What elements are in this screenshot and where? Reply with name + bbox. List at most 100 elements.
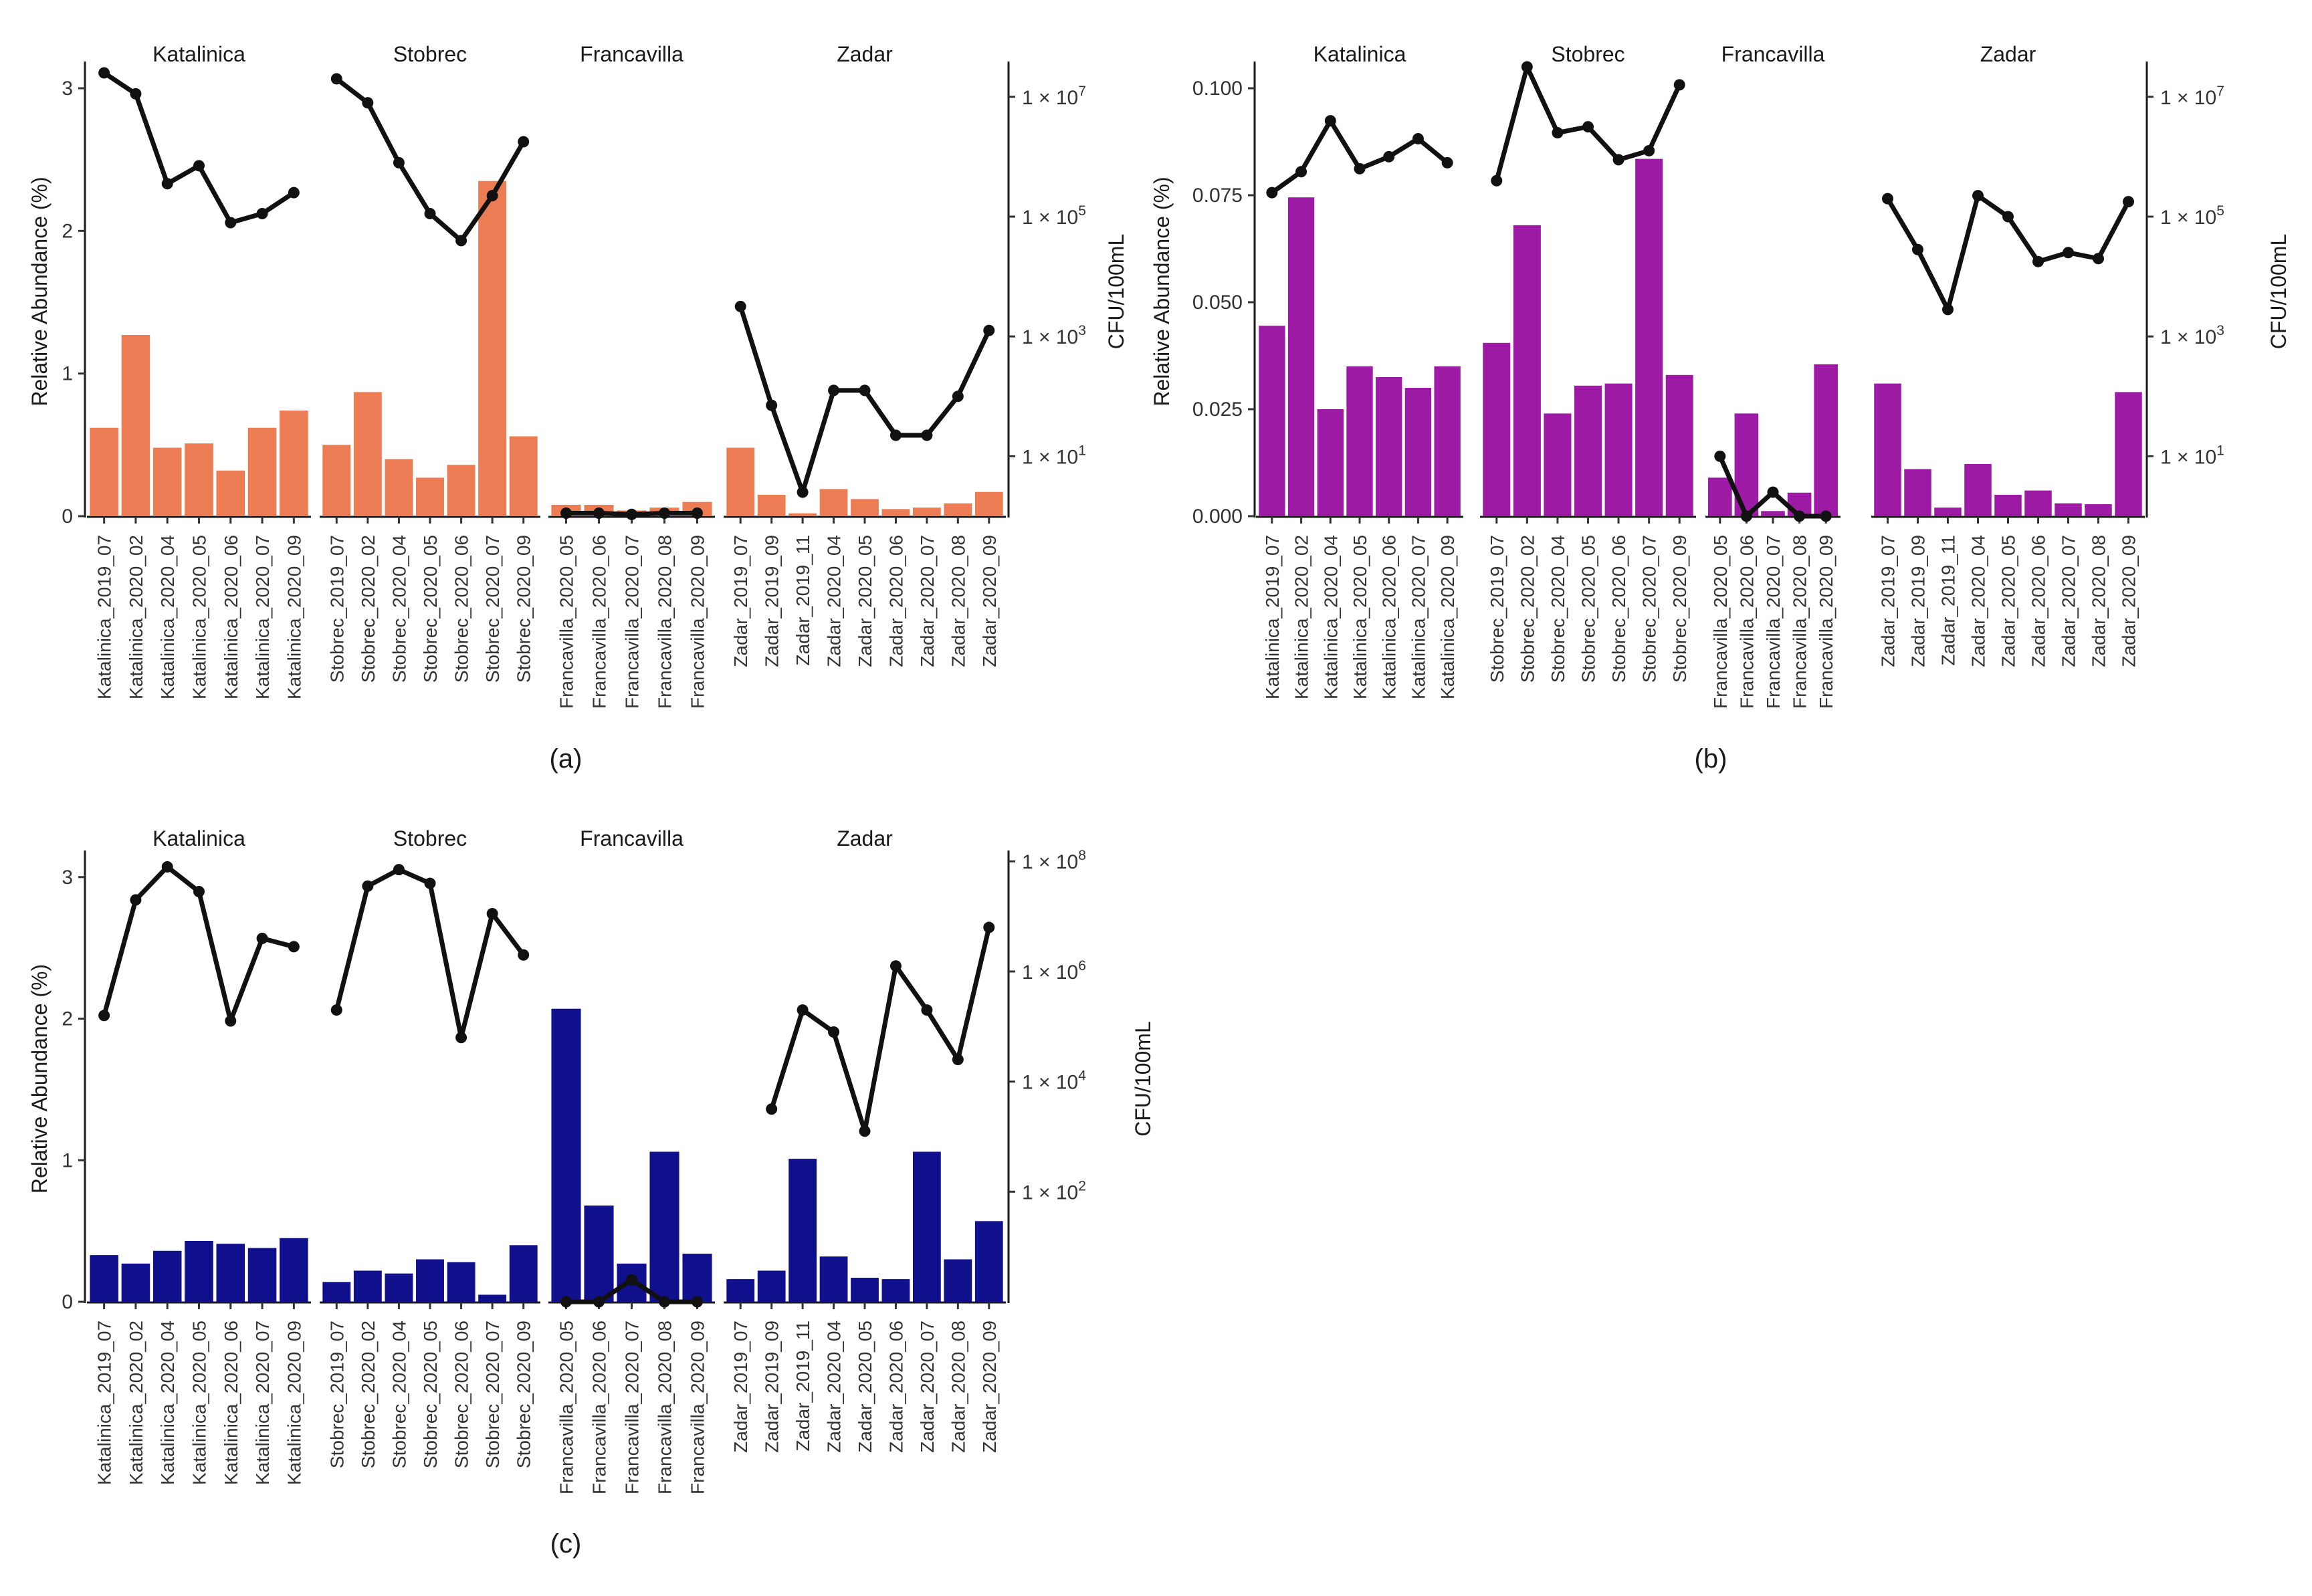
- x-tick-label: Francavilla_2020_09: [688, 535, 708, 709]
- cfu-point: [1582, 121, 1594, 133]
- x-tick-label: Stobrec_2020_07: [482, 1321, 503, 1468]
- x-tick-label: Stobrec_2020_05: [420, 535, 441, 683]
- x-tick-label: Stobrec_2020_05: [1578, 535, 1599, 683]
- y2-tick-exponent: 8: [1078, 848, 1086, 863]
- x-tick-label: Katalinica_2020_05: [189, 535, 210, 699]
- x-tick-label: Katalinica_2019_07: [1262, 535, 1283, 699]
- x-tick-label: Francavilla_2020_06: [1736, 535, 1757, 709]
- bar: [757, 1270, 786, 1302]
- y2-tick-label: 1 × 106: [1022, 958, 1086, 984]
- x-tick-label: Zadar_2020_04: [1968, 535, 1989, 667]
- bar: [90, 427, 118, 516]
- x-tick-label: Stobrec_2020_06: [1608, 535, 1629, 683]
- facet-strip-label: Stobrec: [393, 42, 467, 66]
- y2-tick-base: 1 × 10: [1022, 961, 1078, 984]
- x-tick-label: Stobrec_2020_05: [420, 1321, 441, 1468]
- x-tick-label: Stobrec_2020_04: [389, 535, 409, 683]
- cfu-point: [626, 1274, 637, 1286]
- y2-tick-base: 1 × 10: [1022, 446, 1078, 468]
- cfu-point: [1912, 243, 1923, 255]
- cfu-point: [1612, 154, 1624, 166]
- cfu-point: [2002, 211, 2014, 223]
- x-tick-label: Stobrec_2020_04: [389, 1321, 409, 1468]
- x-tick-label: Zadar_2020_09: [2119, 535, 2139, 667]
- bar: [90, 1255, 118, 1302]
- y2-tick-exponent: 3: [1078, 323, 1086, 338]
- x-tick-label: Stobrec_2019_07: [326, 535, 347, 683]
- bar: [509, 1245, 538, 1302]
- y-tick-label: 2: [62, 1008, 73, 1030]
- bar: [2085, 504, 2112, 516]
- y-tick-label: 2: [62, 220, 73, 242]
- x-tick-label: Francavilla_2020_06: [589, 535, 610, 709]
- x-tick-label: Katalinica_2020_02: [126, 1321, 146, 1485]
- y2-tick-base: 1 × 10: [1022, 1181, 1078, 1204]
- cfu-line: [769, 925, 992, 1134]
- cfu-point: [1882, 193, 1893, 205]
- facet-strip-label: Stobrec: [393, 826, 467, 850]
- cfu-point: [424, 877, 436, 889]
- cfu-point: [1383, 150, 1395, 162]
- bar: [1513, 225, 1541, 516]
- x-tick-label: Stobrec_2020_02: [358, 535, 379, 683]
- y2-tick-base: 1 × 10: [2160, 326, 2216, 348]
- cfu-point: [1673, 79, 1685, 91]
- bar: [216, 470, 245, 516]
- bar: [1287, 197, 1315, 516]
- cfu-point: [1491, 175, 1503, 187]
- cfu-point: [659, 1296, 670, 1308]
- x-tick-label: Stobrec_2020_07: [482, 535, 503, 683]
- cfu-point: [2093, 253, 2104, 265]
- y-tick-label: 3: [62, 867, 73, 889]
- cfu-point: [1767, 486, 1779, 498]
- cfu-point: [560, 507, 572, 520]
- y-tick-label: 0.075: [1192, 185, 1243, 207]
- bar: [1574, 385, 1602, 516]
- cfu-point: [98, 1010, 110, 1022]
- cfu-point: [859, 384, 871, 396]
- cfu-point: [2123, 196, 2134, 208]
- cfu-point: [362, 97, 374, 109]
- bar: [974, 491, 1003, 516]
- bar: [353, 1270, 382, 1302]
- cfu-point: [828, 1026, 840, 1038]
- x-tick-label: Katalinica_2020_04: [1320, 535, 1341, 699]
- bar: [447, 465, 476, 516]
- cfu-line: [1269, 118, 1450, 195]
- cfu-line: [738, 304, 992, 495]
- cfu-point: [1820, 510, 1832, 522]
- cfu-point: [455, 1032, 467, 1044]
- cfu-point: [797, 1004, 809, 1016]
- x-tick-label: Zadar_2019_07: [730, 1321, 751, 1453]
- bar: [912, 507, 941, 516]
- cfu-point: [1714, 450, 1726, 462]
- cfu-point: [256, 933, 268, 945]
- y2-tick-label: 1 × 101: [1022, 443, 1086, 468]
- y2-tick-label: 1 × 105: [1022, 203, 1086, 229]
- x-tick-label: Zadar_2019_07: [1878, 535, 1899, 667]
- cfu-point: [486, 190, 498, 202]
- bar: [1346, 366, 1373, 516]
- y2-tick-base: 1 × 10: [1022, 207, 1078, 229]
- cfu-point: [626, 508, 637, 520]
- bar: [881, 509, 910, 516]
- bar: [1934, 507, 1962, 516]
- x-tick-label: Francavilla_2020_07: [622, 1321, 643, 1494]
- cfu-point: [1740, 510, 1752, 522]
- facet-stobrec: Stobrec Stobrec_2019_07 Stobrec_2020_02 Sto…: [320, 826, 540, 1468]
- cfu-point: [161, 861, 173, 873]
- cfu-point: [225, 1015, 237, 1027]
- cfu-point: [560, 1296, 572, 1308]
- x-tick-label: Francavilla_2020_08: [655, 535, 675, 709]
- y-axis-title: Relative Abundance (%): [27, 964, 51, 1193]
- bar: [819, 1256, 848, 1302]
- facet-zadar: Zadar Zadar_2019_07 Zadar_2019_09 Zadar_201…: [724, 826, 1006, 1453]
- cfu-point: [983, 324, 995, 336]
- bar: [851, 499, 879, 516]
- y2-tick-base: 1 × 10: [1022, 87, 1078, 109]
- y-tick-label: 0: [62, 1291, 73, 1313]
- x-tick-label: Francavilla_2020_05: [1710, 535, 1731, 709]
- bar: [1814, 364, 1838, 516]
- bar: [152, 1250, 182, 1302]
- bar: [1544, 413, 1572, 516]
